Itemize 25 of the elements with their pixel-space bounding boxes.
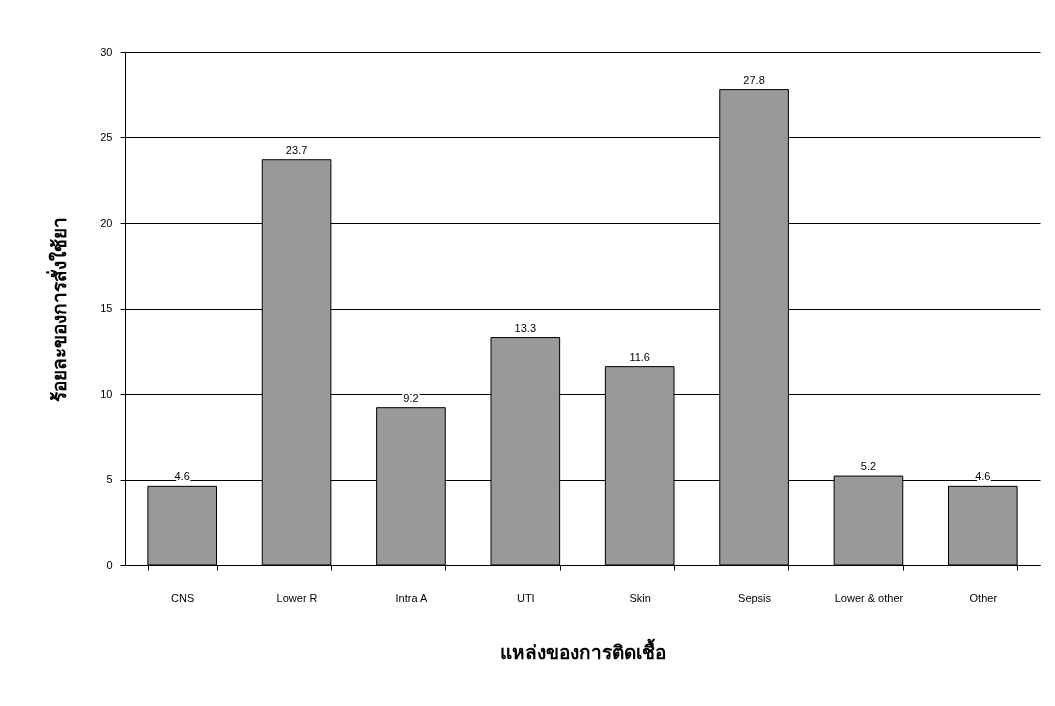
y-tick-label: 30 [100,45,113,58]
x-tick-label: Other [969,591,998,604]
x-tick-label: CNS [171,591,195,604]
y-axis-title: ร้อยละของการสั่งใช้ยา [46,216,71,402]
x-tick-label: Intra A [395,591,428,604]
data-label: 4.6 [174,470,190,483]
data-label: 11.6 [629,350,650,363]
x-tick-label: Lower & other [834,591,904,604]
data-label: 13.3 [514,321,537,334]
x-tick-label: Sepsis [738,591,772,604]
data-label: 23.7 [285,143,308,156]
data-label: 27.8 [743,73,765,86]
data-label: 5.2 [860,460,877,473]
y-tick-label: 0 [106,558,113,571]
x-tick-label: UTI [516,591,535,604]
y-tick-label: 25 [100,131,113,143]
y-tick-label: 10 [100,387,113,400]
y-tick-label: 20 [100,216,113,229]
x-tick-label: Skin [629,591,651,604]
x-tick-label: Lower R [276,591,318,604]
y-tick-label: 15 [100,302,113,314]
data-label: 4.6 [975,470,991,483]
x-axis-title: แหล่งของการติดเชื้อ [500,637,666,663]
y-tick-label: 5 [106,473,113,485]
data-label: 9.2 [403,391,419,404]
